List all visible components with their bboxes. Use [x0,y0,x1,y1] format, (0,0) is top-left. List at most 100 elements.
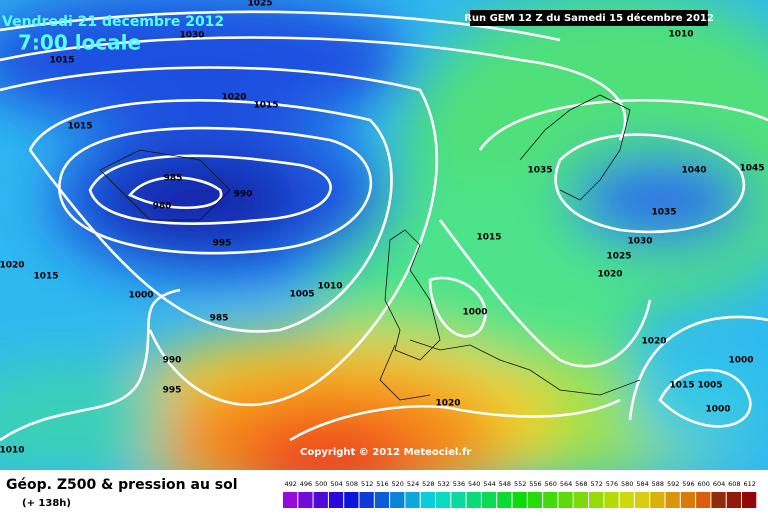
scale-swatch [283,492,298,508]
scale-label: 584 [636,480,648,488]
scale-label: 592 [667,480,679,488]
isobar-label: 1020 [641,337,666,347]
isobar-label: 1015 [67,122,92,132]
scale-label: 544 [483,480,495,488]
isobar-label: 1030 [179,31,204,41]
scale-label: 532 [437,480,449,488]
scale-swatch [665,492,680,508]
scale-swatch [589,492,604,508]
scale-swatch [726,492,741,508]
isobar-label: 985 [164,174,183,184]
isobar-label: 1005 [289,290,314,300]
scale-label: 596 [682,480,694,488]
scale-label: 500 [315,480,327,488]
scale-swatch [298,492,313,508]
isobar-label: 1040 [681,166,706,176]
scale-label: 556 [529,480,541,488]
scale-swatch [420,492,435,508]
isobar-label: 1015 [33,272,58,282]
scale-label: 548 [499,480,511,488]
copyright: Copyright © 2012 Meteociel.fr [300,447,471,458]
isobar-label: 1000 [705,405,730,415]
scale-swatch [374,492,390,508]
scale-label: 508 [346,480,358,488]
scale-swatch [604,492,619,508]
scale-swatch [680,492,696,508]
scale-label: 572 [590,480,602,488]
scale-label: 612 [743,480,755,488]
scale-swatch [344,492,359,508]
time-title: 7:00 locale [18,31,141,55]
scale-swatch [619,492,634,508]
scale-swatch [573,492,588,508]
isobar-label: 985 [210,314,229,324]
scale-label: 588 [652,480,664,488]
scale-swatch [711,492,726,508]
scale-label: 540 [468,480,480,488]
scale-label: 608 [728,480,740,488]
isobar-label: 1020 [435,399,460,409]
isobar-label: 1035 [651,208,676,218]
scale-swatch [650,492,665,508]
scale-swatch [527,492,543,508]
scale-label: 524 [407,480,419,488]
scale-swatch [742,492,757,508]
scale-swatch [512,492,527,508]
isobar-label: 1020 [221,93,246,103]
scale-label: 520 [392,480,404,488]
scale-swatch [390,492,405,508]
isobar-label: 1015 [669,381,694,391]
scale-swatch [328,492,344,508]
isobar-label: 1010 [317,282,342,292]
isobar-label: 990 [234,190,253,200]
isobar-label: 1015 [253,101,278,111]
scale-swatch [634,492,650,508]
isobar-label: 1025 [247,0,272,9]
isobar-label: 1000 [728,356,753,366]
isobar-label: 1000 [462,308,487,318]
isobar-label: 1025 [606,252,631,262]
scale-swatch [466,492,481,508]
scale-label: 492 [284,480,296,488]
run-label: Run GEM 12 Z du Samedi 15 décembre 2012 [464,12,714,24]
date-title: Vendredi 21 decembre 2012 [2,14,224,30]
scale-swatch [436,492,451,508]
footer-subtitle: (+ 138h) [22,498,71,509]
isobar-label: 1000 [128,291,153,301]
scale-label: 568 [575,480,587,488]
isobar-label: 1020 [0,261,25,271]
scale-label: 504 [330,480,342,488]
isobar-label: 1030 [627,237,652,247]
scale-swatch [543,492,558,508]
isobar-label: 1015 [49,56,74,66]
scale-label: 536 [453,480,465,488]
scale-label: 580 [621,480,633,488]
coastlines [99,94,641,401]
scale-label: 564 [560,480,572,488]
scale-label: 552 [514,480,526,488]
scale-swatch [696,492,711,508]
scale-swatch [451,492,466,508]
isobar-label: 995 [213,239,232,249]
footer-title: Géop. Z500 & pression au sol [6,477,238,493]
scale-label: 600 [698,480,710,488]
scale-swatch [497,492,512,508]
isobar-label: 1015 [476,233,501,243]
scale-label: 516 [376,480,388,488]
isobar-label: 1010 [0,446,25,456]
run-label-bg [470,10,708,26]
scale-swatch [405,492,420,508]
isobar-label: 990 [163,356,182,366]
isobar-label: 995 [163,386,182,396]
scale-label: 496 [300,480,312,488]
isobar-label: 1035 [527,166,552,176]
isobars [0,10,768,442]
isobar-label: 1005 [697,381,722,391]
scale-label: 512 [361,480,373,488]
scale-swatch [359,492,374,508]
isobar-label: 980 [153,202,172,212]
scale-label: 560 [545,480,557,488]
scale-swatch [313,492,328,508]
scale-label: 528 [422,480,434,488]
